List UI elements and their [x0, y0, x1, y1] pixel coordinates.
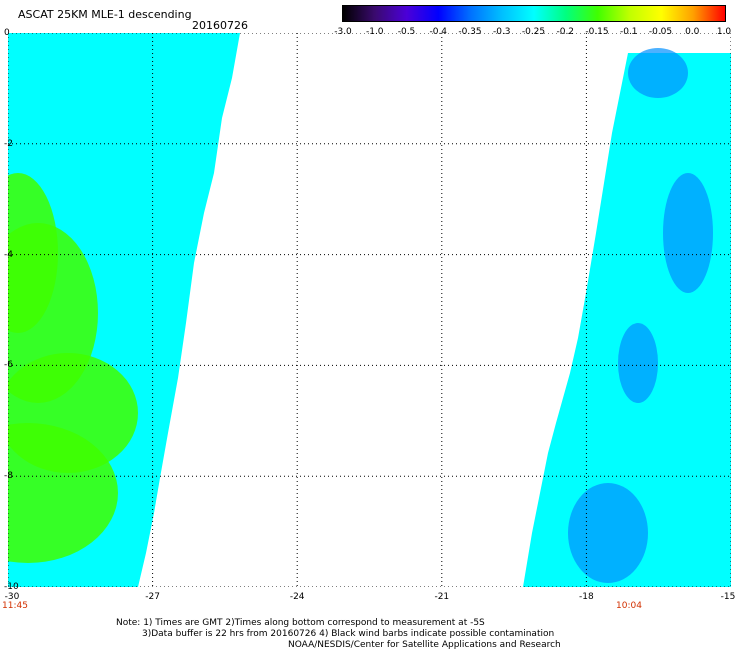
colorbar-tick: 1.0	[716, 27, 732, 37]
x-tick-label: -18	[579, 592, 594, 602]
y-tick-label: -4	[4, 249, 13, 260]
x-tick-label: -15	[720, 592, 736, 602]
blue-patch	[628, 48, 688, 98]
blue-patch	[568, 483, 648, 583]
y-tick-label: -6	[4, 360, 13, 371]
colorbar-tick: -3.0	[334, 27, 352, 37]
time-label-right: 10:04	[616, 601, 642, 611]
y-tick-label: -8	[4, 471, 13, 482]
blue-patch	[618, 323, 658, 403]
colorbar-tick: -0.1	[619, 27, 638, 37]
x-tick-label: -24	[289, 592, 305, 602]
x-tick-label: -21	[434, 592, 450, 602]
green-patch	[8, 173, 58, 333]
colorbar-tick: -0.3	[492, 27, 511, 37]
colorbar-tick: -0.5	[397, 27, 416, 37]
map-plot	[8, 33, 731, 587]
grid-lines	[8, 33, 731, 587]
colorbar-tick: -0.15	[585, 27, 609, 37]
y-tick-label: -2	[4, 138, 13, 149]
colorbar-tick: -0.35	[458, 27, 482, 37]
map-title: ASCAT 25KM MLE-1 descending	[18, 8, 192, 21]
colorbar-tick: -0.05	[648, 27, 673, 37]
y-tick-label: 0	[4, 28, 10, 38]
colorbar-tick: -1.0	[365, 27, 384, 37]
note-line-3: NOAA/NESDIS/Center for Satellite Applica…	[288, 640, 561, 650]
y-tick-label: -10	[4, 582, 19, 592]
left-swath	[8, 33, 240, 587]
note-line-1: Note: 1) Times are GMT 2)Times along bot…	[116, 618, 485, 628]
green-patch	[8, 423, 118, 563]
colorbar-tick: -0.4	[429, 27, 448, 37]
x-tick-label: -30	[4, 592, 20, 602]
colorbar-tick: -0.25	[521, 27, 546, 37]
note-line-2: 3)Data buffer is 22 hrs from 20160726 4)…	[142, 629, 555, 639]
time-label-left: 11:45	[2, 601, 28, 611]
x-tick-label: -27	[145, 592, 160, 602]
blue-patch	[663, 173, 713, 293]
colorbar-tick: 0.0	[685, 27, 700, 37]
colorbar	[342, 5, 726, 22]
map-date: 20160726	[192, 19, 248, 32]
colorbar-tick: -0.2	[556, 27, 575, 37]
right-swath	[523, 48, 731, 587]
